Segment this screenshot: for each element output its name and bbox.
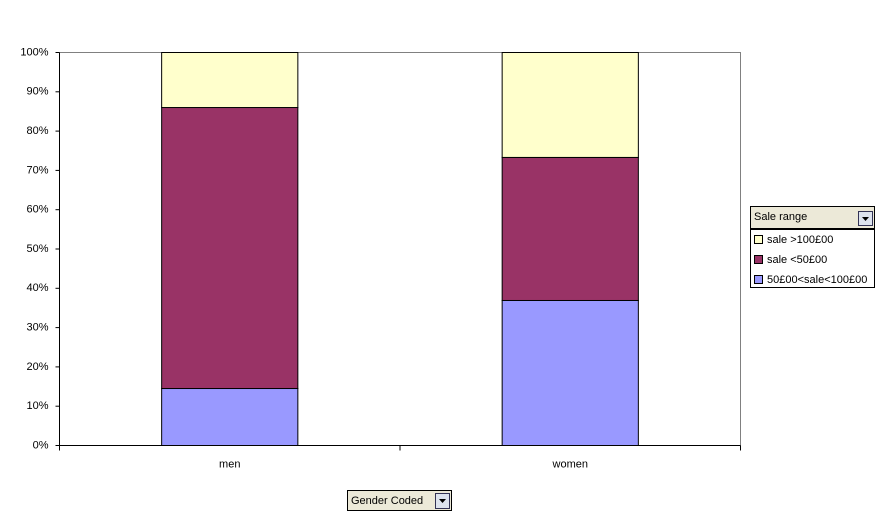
legend-title-box[interactable] <box>750 206 875 229</box>
y-tick-label: 40% <box>26 282 48 294</box>
y-tick-label: 10% <box>26 400 48 412</box>
y-tick-label: 50% <box>26 243 48 255</box>
field-button[interactable] <box>347 490 452 511</box>
y-tick-label: 80% <box>26 125 48 137</box>
bar <box>161 388 299 447</box>
bar <box>501 156 639 301</box>
x-tick-label: men <box>219 458 240 470</box>
field-button-label: Gender Coded <box>351 495 423 507</box>
legend-label: sale >100£00 <box>767 234 833 246</box>
y-tick-label: 70% <box>26 164 48 176</box>
bar <box>161 107 299 390</box>
y-tick-label: 100% <box>20 46 48 58</box>
dropdown-arrow <box>862 217 869 221</box>
y-tick-label: 0% <box>33 439 49 451</box>
x-tick-label: women <box>552 458 588 470</box>
legend-title: Sale range <box>754 211 807 223</box>
dropdown-arrow <box>439 499 446 503</box>
y-tick-label: 90% <box>26 86 48 98</box>
legend <box>750 229 875 288</box>
y-tick-label: 30% <box>26 322 48 334</box>
bar <box>501 52 639 158</box>
legend-swatch <box>754 255 763 264</box>
y-tick-label: 20% <box>26 361 48 373</box>
legend-label: 50£00<sale<100£00 <box>767 274 867 286</box>
legend-label: sale <50£00 <box>767 254 827 266</box>
y-tick-label: 60% <box>26 204 48 216</box>
bar <box>501 299 639 446</box>
legend-swatch <box>754 235 763 244</box>
legend-swatch <box>754 275 763 284</box>
bar <box>161 52 299 109</box>
